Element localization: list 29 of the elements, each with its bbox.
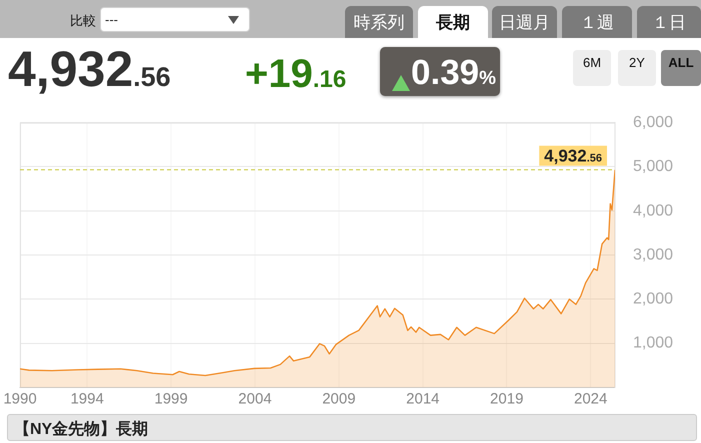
y-tick-label: 1,000	[633, 334, 674, 352]
tab: 日週月	[492, 6, 557, 38]
y-tick-label: 4,000	[633, 202, 674, 220]
text: +19.16	[245, 52, 346, 96]
x-tick-label: 2019	[490, 390, 524, 408]
y-tick-label: 3,000	[633, 246, 674, 264]
button: ALL	[661, 50, 701, 86]
text: 比較	[70, 12, 96, 30]
button: 2Y	[618, 50, 656, 86]
tab: 時系列	[345, 6, 413, 38]
x-tick-label: 2004	[238, 390, 272, 408]
tab: 長期	[418, 6, 488, 38]
y-tick-label: 2,000	[633, 290, 674, 308]
y-tick-label: 6,000	[633, 114, 674, 132]
x-tick-label: 2014	[406, 390, 440, 408]
tab: １日	[637, 6, 701, 38]
x-tick-label: 1990	[3, 390, 37, 408]
ref-line-label: 4,932.56	[544, 146, 602, 166]
caption-bar: 【NY金先物】長期	[7, 414, 697, 441]
tab: １週	[562, 6, 632, 38]
x-tick-label: 2024	[574, 390, 608, 408]
y-tick-label: 5,000	[633, 158, 674, 176]
text: 4,932.56	[8, 41, 171, 97]
select-field: ---	[100, 7, 250, 32]
x-tick-label: 2009	[322, 390, 356, 408]
x-tick-label: 1994	[70, 390, 104, 408]
badge: 0.39%	[380, 47, 500, 96]
x-tick-label: 1999	[154, 390, 188, 408]
button: 6M	[573, 50, 611, 86]
